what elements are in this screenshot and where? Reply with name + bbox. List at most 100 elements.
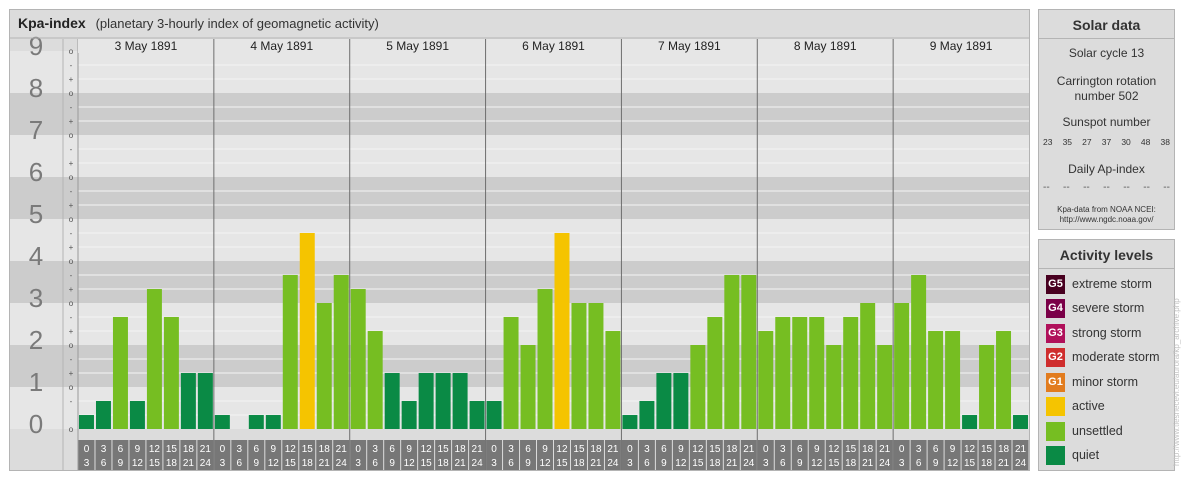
kp-bar <box>622 415 638 429</box>
kp-band <box>10 177 1029 219</box>
interval-box <box>672 440 689 470</box>
y-subtick-label: + <box>69 285 74 294</box>
legend-label: quiet <box>1072 448 1100 462</box>
interval-start-label: 3 <box>644 444 650 455</box>
kp-bar <box>792 316 808 429</box>
interval-end-label: 24 <box>879 458 891 469</box>
legend-item-moderate-storm: G2 moderate storm <box>1046 347 1160 367</box>
day-label: 6 May 1891 <box>522 39 585 53</box>
kp-bar <box>656 373 672 429</box>
interval-end-label: 15 <box>964 458 976 469</box>
interval-box <box>842 440 859 470</box>
interval-box <box>944 440 961 470</box>
interval-box <box>503 440 520 470</box>
interval-start-label: 0 <box>763 444 769 455</box>
interval-box <box>876 440 893 470</box>
y-tick-label: 0 <box>29 409 43 439</box>
kp-bar <box>401 400 417 429</box>
interval-start-label: 12 <box>149 444 161 455</box>
y-subtick-label: o <box>69 299 74 308</box>
interval-start-label: 12 <box>421 444 433 455</box>
legend-swatch: G3 <box>1046 323 1065 343</box>
kp-band <box>10 93 1029 135</box>
interval-end-label: 6 <box>237 458 243 469</box>
interval-start-label: 9 <box>950 444 956 455</box>
kp-bar <box>350 289 366 429</box>
interval-end-label: 3 <box>627 458 633 469</box>
interval-start-label: 0 <box>627 444 633 455</box>
chart-title: Kpa-index <box>18 15 86 31</box>
kp-bar <box>843 316 859 429</box>
interval-end-label: 3 <box>491 458 497 469</box>
interval-end-label: 18 <box>302 458 314 469</box>
legend-swatch <box>1046 396 1065 416</box>
interval-start-label: 21 <box>472 444 484 455</box>
solar-panel-title: Solar data <box>1072 17 1141 33</box>
kp-bar <box>112 316 128 429</box>
interval-end-label: 6 <box>372 458 378 469</box>
interval-end-label: 3 <box>355 458 361 469</box>
interval-box <box>384 440 401 470</box>
interval-start-label: 12 <box>285 444 297 455</box>
interval-end-label: 24 <box>1015 458 1027 469</box>
sunspot-value: 37 <box>1101 137 1112 147</box>
ap-index-title: Daily Ap-index <box>1068 162 1145 176</box>
interval-start-label: 12 <box>828 444 840 455</box>
interval-end-label: 9 <box>389 458 395 469</box>
kp-bar <box>418 373 434 429</box>
kp-bar <box>435 373 451 429</box>
interval-start-label: 9 <box>678 444 684 455</box>
kp-bar <box>452 373 468 429</box>
legend-label: severe storm <box>1072 301 1145 315</box>
interval-box <box>723 440 740 470</box>
interval-box <box>163 440 180 470</box>
interval-end-label: 21 <box>590 458 602 469</box>
kp-bar <box>248 415 264 429</box>
carrington-line-2: number 502 <box>1074 89 1139 103</box>
interval-end-label: 9 <box>797 458 803 469</box>
chart-subtitle: (planetary 3-hourly index of geomagnetic… <box>95 16 379 31</box>
interval-box <box>333 440 350 470</box>
ap-value: -- <box>1083 182 1090 193</box>
kp-band <box>10 345 1029 387</box>
interval-start-label: 18 <box>998 444 1010 455</box>
interval-end-label: 6 <box>916 458 922 469</box>
interval-box <box>961 440 978 470</box>
interval-box <box>893 440 910 470</box>
kp-bar <box>758 331 774 429</box>
solar-cycle: Solar cycle 13 <box>1068 46 1145 60</box>
y-subtick-label: - <box>70 145 73 154</box>
interval-end-label: 21 <box>726 458 738 469</box>
legend-swatch: G4 <box>1046 298 1065 318</box>
interval-end-label: 18 <box>981 458 993 469</box>
ap-value: -- <box>1143 182 1150 193</box>
kp-bar <box>826 345 842 429</box>
interval-start-label: 15 <box>438 444 450 455</box>
interval-box <box>554 440 570 470</box>
legend-item-minor-storm: G1 minor storm <box>1046 372 1138 392</box>
sunspot-numbers: 23 35 27 37 30 48 38 <box>1043 137 1170 147</box>
interval-box <box>112 440 129 470</box>
data-source-note: Kpa-data from NOAA NCEI: <box>1057 205 1156 214</box>
y-subtick-label: o <box>69 257 74 266</box>
interval-end-label: 12 <box>947 458 959 469</box>
kp-band <box>10 387 1029 429</box>
y-tick-label: 1 <box>29 367 43 397</box>
sunspot-value: 35 <box>1062 137 1073 147</box>
interval-box <box>129 440 146 470</box>
interval-end-label: 15 <box>149 458 161 469</box>
interval-box <box>486 440 503 470</box>
interval-start-label: 15 <box>981 444 993 455</box>
y-subtick-label: + <box>69 327 74 336</box>
interval-start-label: 9 <box>814 444 820 455</box>
y-tick-label: 8 <box>29 73 43 103</box>
interval-start-label: 12 <box>556 444 568 455</box>
interval-start-label: 0 <box>220 444 226 455</box>
interval-end-label: 3 <box>220 458 226 469</box>
kp-bar <box>299 232 315 429</box>
kp-bar <box>571 303 587 429</box>
interval-start-label: 15 <box>166 444 178 455</box>
legend-item-quiet: quiet <box>1046 445 1100 465</box>
kp-bar <box>707 316 723 429</box>
legend-swatch: G5 <box>1046 274 1065 294</box>
